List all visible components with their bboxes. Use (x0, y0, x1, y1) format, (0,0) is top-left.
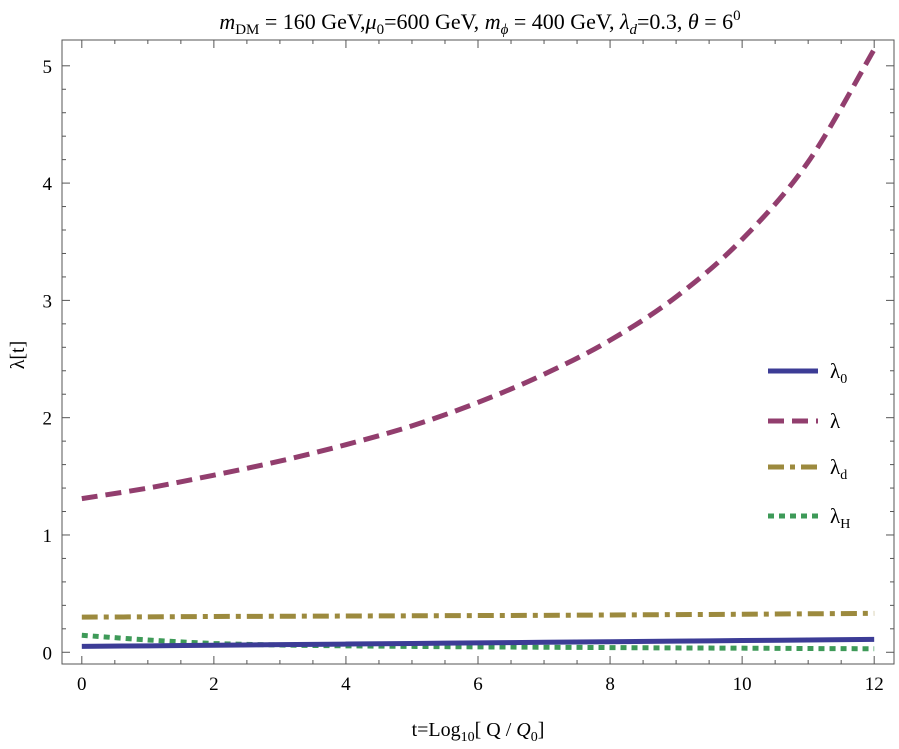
x-tick-label: 4 (341, 674, 351, 695)
x-tick-label: 10 (733, 674, 752, 695)
y-tick-label: 3 (43, 291, 53, 312)
x-tick-label: 12 (865, 674, 884, 695)
legend-label-lambda: λ (830, 409, 841, 433)
legend-entry-lambdad: λd (768, 455, 847, 483)
plot-frame (61, 39, 895, 665)
series-line-lambda0 (81, 636, 875, 649)
series-layer (81, 48, 877, 652)
legend-entry-lambda: λ (768, 409, 841, 433)
legend-label-lambda0: λ0 (830, 359, 847, 387)
series-line-lambda (81, 48, 877, 502)
y-tick-label: 4 (43, 174, 53, 195)
y-tick-label: 0 (43, 643, 53, 664)
legend: λ0 λ λd λH (768, 359, 850, 532)
legend-entry-lambdaH: λH (768, 504, 850, 532)
x-tick-label: 2 (209, 674, 219, 695)
y-tick-label: 2 (43, 409, 53, 430)
legend-label-lambdaH: λH (830, 504, 850, 532)
y-tick-label: 1 (43, 526, 53, 547)
series-line-lambdad (81, 610, 875, 620)
legend-label-lambdad: λd (830, 455, 847, 483)
y-axis-label: λ[t] (7, 341, 29, 370)
x-tick-label: 0 (77, 674, 87, 695)
x-axis-label: t=Log10[ Q / Q0] (412, 719, 545, 745)
legend-entry-lambda0: λ0 (768, 359, 847, 387)
y-tick-label: 5 (43, 57, 53, 78)
x-tick-label: 8 (605, 674, 615, 695)
chart-title: mDM = 160 GeV,μ0=600 GeV, mϕ = 400 GeV, … (219, 8, 740, 38)
x-tick-label: 6 (473, 674, 483, 695)
